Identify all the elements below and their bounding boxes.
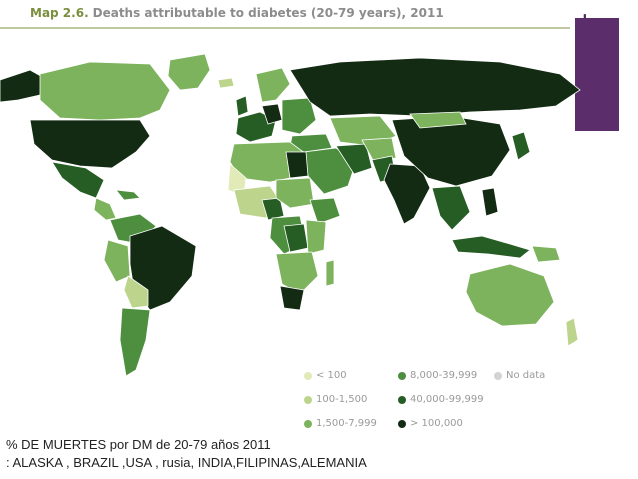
region-png xyxy=(531,245,561,263)
region-madagascar xyxy=(325,259,335,287)
world-map xyxy=(0,53,581,377)
region-sudan xyxy=(275,177,315,209)
legend-swatch xyxy=(398,419,406,428)
legend-swatch xyxy=(304,419,312,428)
region-western-europe xyxy=(235,111,277,143)
region-peru xyxy=(103,239,131,283)
region-central-asia xyxy=(361,137,397,163)
legend-label: 1,500-7,999 xyxy=(316,418,377,429)
region-caribbean xyxy=(115,189,141,201)
region-china xyxy=(391,115,511,187)
region-australia xyxy=(465,263,555,327)
region-japan xyxy=(511,131,531,161)
legend-swatch xyxy=(398,371,406,380)
region-argentina xyxy=(119,307,151,377)
map-title: Map 2.6. Deaths attributable to diabetes … xyxy=(30,6,444,20)
region-uk xyxy=(235,95,249,117)
region-new-zealand xyxy=(565,317,579,347)
map-title-text: Deaths attributable to diabetes (20-79 y… xyxy=(92,6,444,20)
legend-item-lt100: < 100 xyxy=(304,370,347,381)
region-nigeria xyxy=(261,197,285,221)
region-southeast-asia xyxy=(431,185,471,231)
legend-swatch xyxy=(398,395,406,404)
region-bolivia xyxy=(123,275,149,309)
legend-item-1500-7999: 1,500-7,999 xyxy=(304,418,377,429)
legend-label: No data xyxy=(506,370,546,381)
region-south-africa xyxy=(279,285,305,311)
legend-label: 100-1,500 xyxy=(316,394,368,405)
region-central-america xyxy=(93,197,117,221)
legend-item-8000-39999: 8,000-39,999 xyxy=(398,370,477,381)
slide-caption: % DE MUERTES por DM de 20-79 años 2011 :… xyxy=(6,436,367,472)
region-canada xyxy=(39,61,171,121)
legend-item-gt100000: > 100,000 xyxy=(398,418,463,429)
accent-box xyxy=(575,18,619,131)
region-indonesia xyxy=(451,235,531,259)
map-number: Map 2.6. xyxy=(30,6,89,20)
legend-item-100-1500: 100-1,500 xyxy=(304,394,367,405)
legend-label: 40,000-99,999 xyxy=(410,394,484,405)
region-egypt xyxy=(285,151,309,179)
legend-swatch xyxy=(304,395,312,404)
region-east-africa xyxy=(305,219,327,255)
caption-line-2: : ALASKA , BRAZIL ,USA , rusia, INDIA,FI… xyxy=(6,455,367,470)
legend-swatch xyxy=(304,371,312,380)
region-mongolia xyxy=(409,111,467,129)
legend-item-no-data: No data xyxy=(494,370,545,381)
region-ethiopia xyxy=(309,197,341,225)
region-philippines xyxy=(481,187,499,217)
region-usa xyxy=(29,119,151,169)
legend-swatch xyxy=(494,371,502,380)
region-russia xyxy=(289,57,581,117)
region-greenland xyxy=(167,53,211,91)
map-legend: < 100 100-1,500 1,500-7,999 8,000-39,999… xyxy=(304,370,564,442)
legend-label: 8,000-39,999 xyxy=(410,370,478,381)
legend-item-40000-99999: 40,000-99,999 xyxy=(398,394,484,405)
caption-line-1: % DE MUERTES por DM de 20-79 años 2011 xyxy=(6,437,271,452)
legend-label: < 100 xyxy=(316,370,347,381)
legend-label: > 100,000 xyxy=(410,418,463,429)
region-eastern-europe xyxy=(281,97,317,135)
title-divider xyxy=(0,27,570,29)
region-scandinavia xyxy=(255,67,291,103)
region-iceland xyxy=(217,77,235,89)
region-southern-africa xyxy=(275,251,319,295)
region-iran xyxy=(335,143,373,175)
